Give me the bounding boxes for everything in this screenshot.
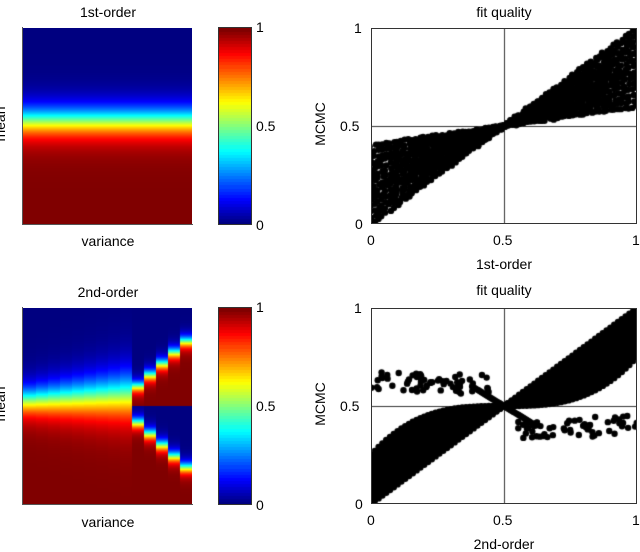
scatter2-xtick-1: 1	[632, 512, 640, 528]
scatter1-xtick-1: 1	[632, 232, 640, 248]
scatter2-xtick-0: 0	[367, 512, 375, 528]
colorbar1-tick-1: 1	[256, 19, 264, 35]
scatter-plot-1st-order	[371, 28, 637, 224]
scatter1-ylabel: MCMC	[312, 102, 328, 146]
colorbar-2	[219, 308, 252, 505]
scatter2-ytick-1: 1	[354, 300, 362, 316]
colorbar-1	[219, 28, 252, 225]
scatter1-ytick-0: 0	[355, 216, 363, 232]
colorbar2-tick-1: 1	[256, 299, 264, 315]
heatmap2-xlabel: variance	[81, 514, 135, 530]
scatter2-title: fit quality	[476, 282, 532, 298]
colorbar2-frame	[218, 307, 252, 505]
colorbar1-tick-0: 0	[256, 217, 264, 233]
heatmap1-ylabel: mean	[0, 106, 8, 142]
scatter1-ytick-0.5: 0.5	[340, 118, 360, 134]
scatter1-ytick-1: 1	[354, 20, 362, 36]
scatter2-xlabel: 2nd-order	[473, 536, 535, 552]
heatmap-1st-order	[23, 28, 192, 224]
colorbar2-tick-0: 0	[256, 497, 264, 513]
heatmap-2nd-order	[23, 308, 192, 504]
colorbar1-frame	[218, 27, 252, 225]
scatter1-xtick-0.5: 0.5	[493, 232, 513, 248]
heatmap2-ylabel: mean	[0, 386, 8, 422]
scatter2-xtick-0.5: 0.5	[493, 512, 513, 528]
scatter2-ylabel: MCMC	[312, 382, 328, 426]
scatter1-title: fit quality	[476, 4, 532, 20]
heatmap2-frame	[22, 307, 193, 505]
scatter2-ytick-0.5: 0.5	[340, 398, 360, 414]
heatmap1-frame	[22, 27, 193, 225]
colorbar2-tick-0.5: 0.5	[256, 398, 276, 414]
heatmap1-xlabel: variance	[81, 233, 135, 249]
scatter2-ytick-0: 0	[355, 496, 363, 512]
heatmap1-title: 1st-order	[79, 4, 137, 20]
scatter1-xlabel: 1st-order	[475, 256, 533, 272]
heatmap2-title: 2nd-order	[77, 284, 139, 300]
scatter1-xtick-0: 0	[367, 232, 375, 248]
colorbar1-tick-0.5: 0.5	[256, 118, 276, 134]
scatter-plot-2nd-order	[371, 308, 637, 504]
